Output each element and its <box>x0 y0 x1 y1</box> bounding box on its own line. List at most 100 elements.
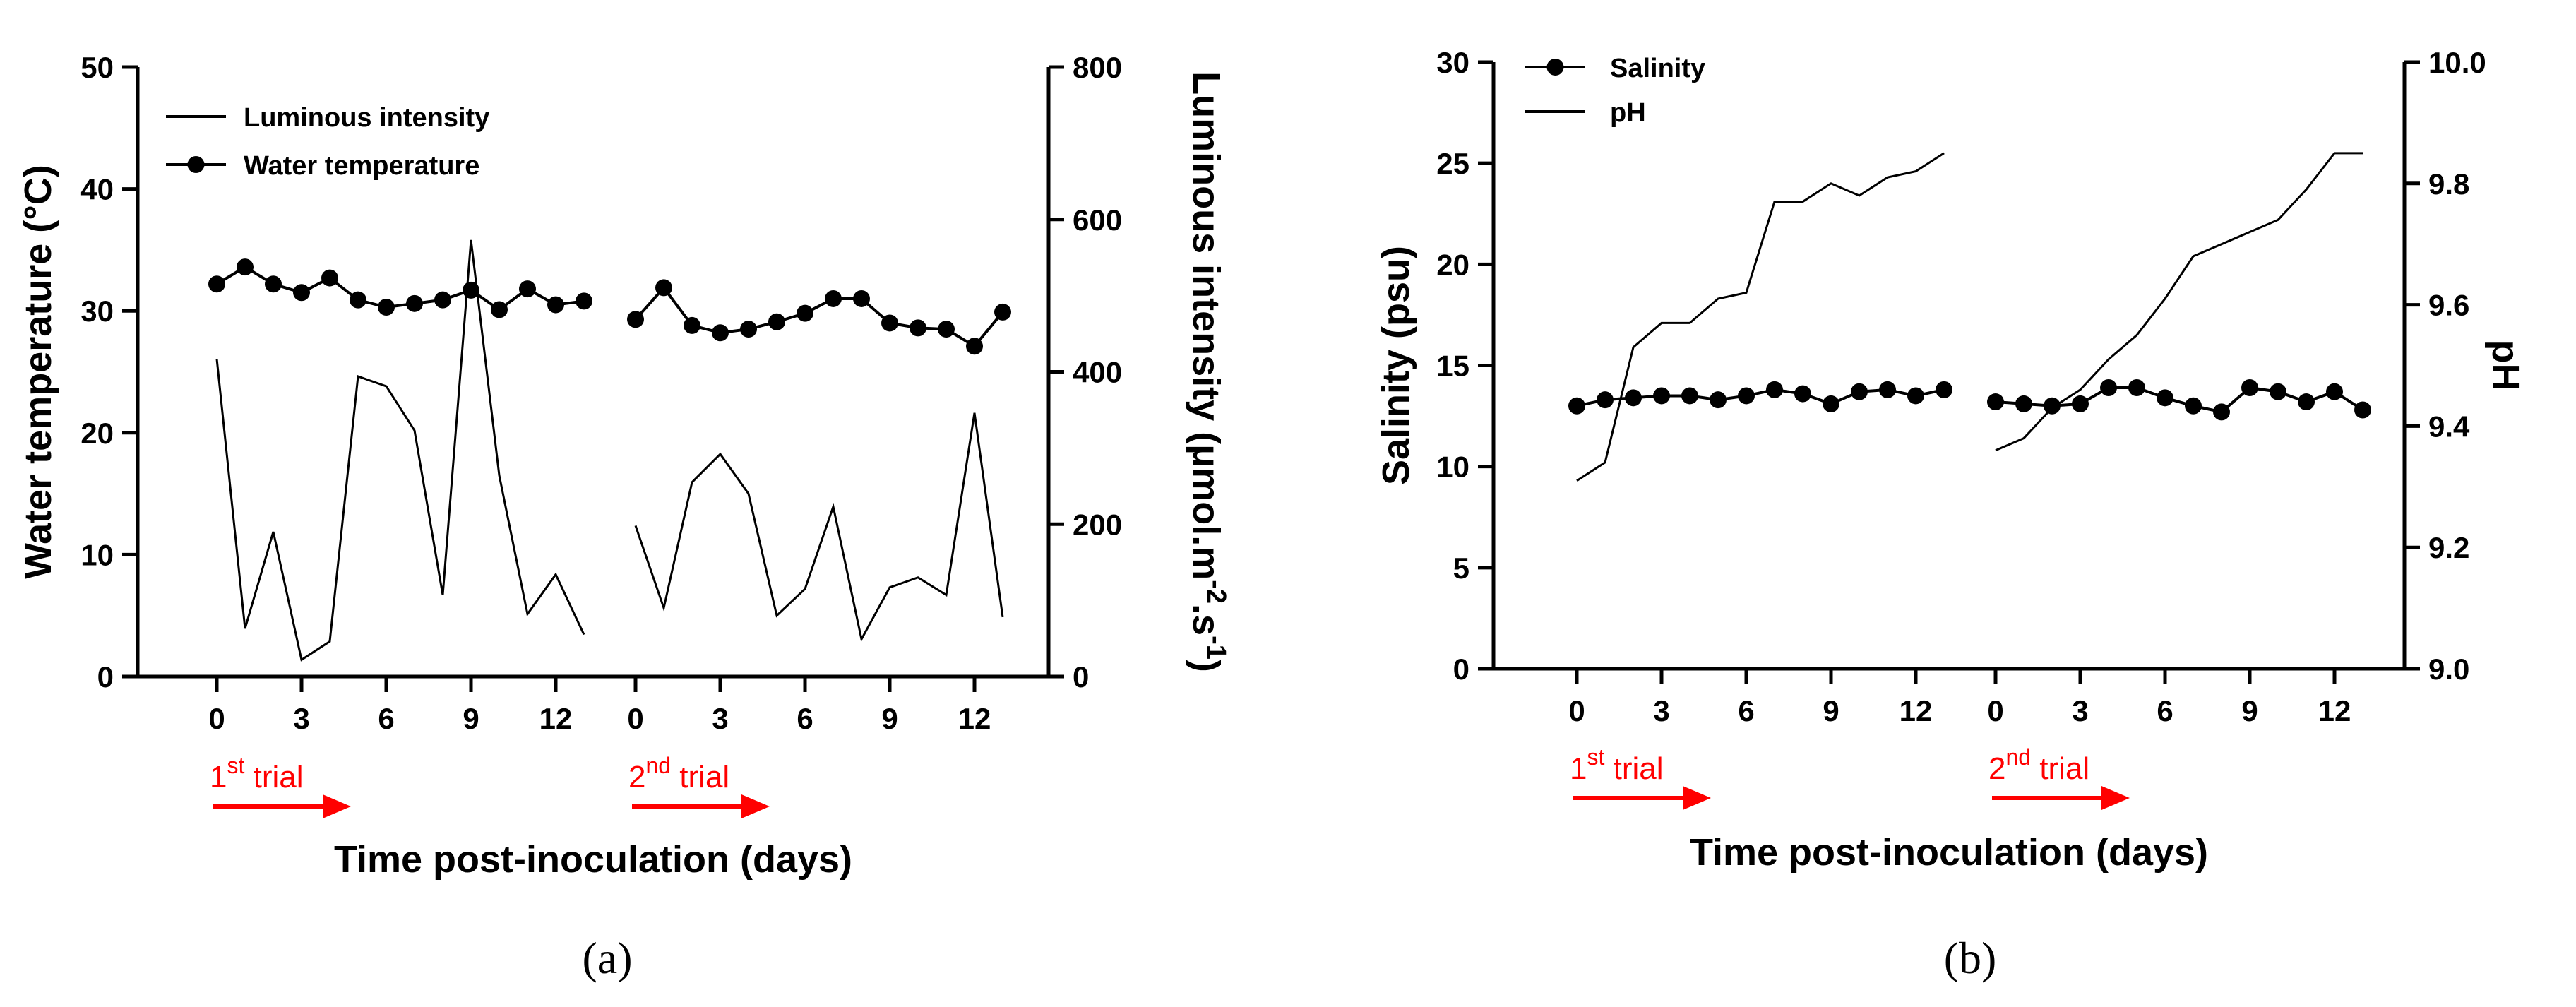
data-point <box>966 338 983 355</box>
data-point <box>2354 401 2371 419</box>
data-point <box>1597 391 1614 409</box>
data-point <box>712 324 729 342</box>
data-point <box>1653 387 1670 405</box>
left-tick-label: 20 <box>80 417 114 450</box>
trial-word: trial <box>244 760 303 794</box>
data-point <box>655 279 672 297</box>
data-point <box>910 319 926 337</box>
data-point <box>1823 395 1839 412</box>
data-point <box>237 258 254 276</box>
data-point <box>1568 397 1585 415</box>
y-axis-right-label-sup: -1 <box>1201 636 1231 660</box>
x-axis-label: Time post-inoculation (days) <box>334 838 852 881</box>
y-axis-left-label: Salinity (psu) <box>1375 246 1417 485</box>
x-tick-label: 9 <box>2241 694 2258 727</box>
data-point <box>2015 395 2032 412</box>
trial-annotation: 2nd trial <box>1988 744 2130 810</box>
data-point <box>2157 389 2174 407</box>
y-axis-right-label-sup: -2 <box>1201 580 1231 604</box>
data-point <box>825 290 842 307</box>
right-tick-label: 200 <box>1073 508 1122 541</box>
data-point <box>1907 387 1924 405</box>
trial-number: 1 <box>1570 751 1587 786</box>
data-point <box>853 290 870 307</box>
data-point <box>378 299 395 316</box>
series-line <box>1995 152 2363 452</box>
data-point <box>740 321 757 338</box>
data-point <box>2185 397 2202 415</box>
right-tick-label: 800 <box>1073 51 1122 84</box>
trial-suffix: st <box>227 753 244 778</box>
x-tick-label: 0 <box>208 702 225 735</box>
data-point <box>265 275 282 293</box>
left-tick-label: 30 <box>1436 46 1469 79</box>
data-point <box>1681 387 1698 405</box>
right-tick-label: 9.4 <box>2428 410 2470 443</box>
y-axis-left-label: Water temperature (°C) <box>17 165 59 579</box>
trial-word: trial <box>671 760 729 794</box>
data-point <box>2241 379 2258 396</box>
x-tick-label: 6 <box>378 702 394 735</box>
series-line <box>634 412 1004 643</box>
x-tick-label: 3 <box>293 702 309 735</box>
series-line <box>215 239 585 662</box>
legend-label: Water temperature <box>244 151 479 181</box>
legend-label: Luminous intensity <box>244 103 489 133</box>
data-point <box>547 296 564 314</box>
x-tick-label: 12 <box>2318 694 2351 727</box>
left-tick-label: 30 <box>80 294 114 328</box>
left-tick-label: 5 <box>1453 552 1469 585</box>
data-point <box>321 269 338 287</box>
right-tick-label: 400 <box>1073 356 1122 389</box>
trial-arrow-head <box>2101 786 2130 810</box>
data-point <box>1710 391 1727 409</box>
x-tick-label: 6 <box>1738 694 1754 727</box>
trial-arrow-head <box>1683 786 1711 810</box>
trial-label: 1st trial <box>210 753 304 794</box>
data-point <box>1794 385 1811 403</box>
trial-annotation: 1st trial <box>1570 744 1711 810</box>
x-axis-label: Time post-inoculation (days) <box>1690 831 2208 874</box>
x-tick-label: 0 <box>1987 694 2003 727</box>
trial-label: 2nd trial <box>628 753 729 794</box>
right-tick-label: 10.0 <box>2428 46 2486 79</box>
data-point <box>1936 381 1952 398</box>
data-point <box>491 301 508 318</box>
legend-marker <box>1546 59 1564 76</box>
data-point <box>1987 393 2004 411</box>
data-point <box>2100 379 2117 396</box>
right-tick-label: 9.0 <box>2428 653 2469 686</box>
series-luminous-intensity <box>215 239 1004 662</box>
data-point <box>406 294 423 312</box>
x-tick-label: 12 <box>1900 694 1933 727</box>
trial-label: 1st trial <box>1570 744 1664 786</box>
y-axis-right-label-part: ) <box>1185 660 1227 672</box>
data-point <box>627 311 644 328</box>
y-axis-right-label-part: .s <box>1185 604 1227 636</box>
trial-arrow-head <box>741 794 770 818</box>
data-point <box>519 280 536 298</box>
data-point <box>1879 381 1896 398</box>
x-tick-label: 3 <box>2072 694 2088 727</box>
data-point <box>2044 397 2061 415</box>
x-tick-label: 6 <box>2157 694 2173 727</box>
x-tick-label: 12 <box>958 702 991 735</box>
left-tick-label: 40 <box>80 173 114 206</box>
left-tick-label: 10 <box>80 538 114 571</box>
x-tick-label: 0 <box>627 702 643 735</box>
x-tick-label: 9 <box>881 702 898 735</box>
data-point <box>994 303 1011 321</box>
trial-word: trial <box>2031 751 2089 786</box>
legend-label: pH <box>1610 98 1646 128</box>
series-ph <box>1576 152 2363 482</box>
legend: Salinity pH <box>1525 54 1705 128</box>
data-point <box>350 291 366 309</box>
y-axis-right-label: pH <box>2484 340 2527 391</box>
left-tick-label: 15 <box>1436 350 1469 383</box>
data-point <box>797 304 813 322</box>
trial-number: 2 <box>1988 751 2005 786</box>
x-tick-label: 6 <box>797 702 813 735</box>
data-point <box>684 316 700 334</box>
data-point <box>2213 403 2230 421</box>
